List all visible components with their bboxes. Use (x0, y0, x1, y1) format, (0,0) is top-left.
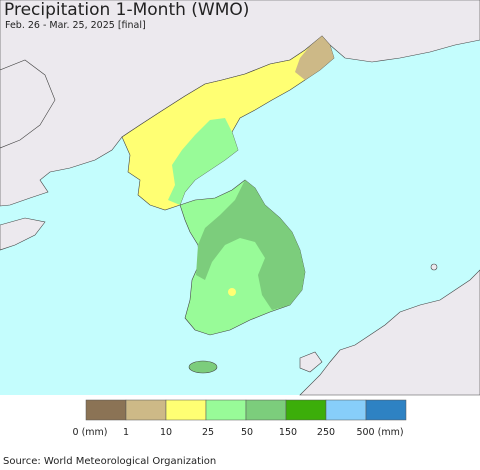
legend-swatch-4 (245, 399, 287, 421)
legend-swatch-2 (165, 399, 207, 421)
north-korea-green-zone (168, 118, 238, 205)
legend-swatch-1 (125, 399, 167, 421)
dry-spot (228, 288, 236, 296)
legend-label-4: 50 (240, 427, 254, 438)
foreign-land-southwest (0, 217, 46, 251)
foreign-land-west (0, 59, 56, 149)
legend-swatch-7 (365, 399, 407, 421)
japan-land (299, 269, 480, 396)
legend-swatch-6 (325, 399, 367, 421)
legend-label-0: 0 (mm) (72, 427, 108, 438)
legend-swatch-0 (85, 399, 127, 421)
northeast-dry-zone (295, 36, 334, 80)
legend-swatch-3 (205, 399, 247, 421)
south-korea-wet-zone (196, 180, 305, 310)
legend-label-2: 10 (159, 427, 173, 438)
legend-label-6: 250 (316, 427, 336, 438)
legend-label-5: 150 (278, 427, 298, 438)
legend-label-7: 500 (mm) (356, 427, 404, 438)
japan-island-small (299, 351, 323, 373)
ulleung-island (430, 263, 438, 271)
legend-label-3: 25 (201, 427, 215, 438)
legend-label-1: 1 (122, 427, 130, 438)
legend-swatch-5 (285, 399, 327, 421)
map-subtitle: Feb. 26 - Mar. 25, 2025 [final] (5, 20, 146, 31)
source-credit: Source: World Meteorological Organizatio… (3, 456, 217, 467)
map-title: Precipitation 1-Month (WMO) (4, 0, 250, 20)
jeju-island (188, 360, 218, 374)
